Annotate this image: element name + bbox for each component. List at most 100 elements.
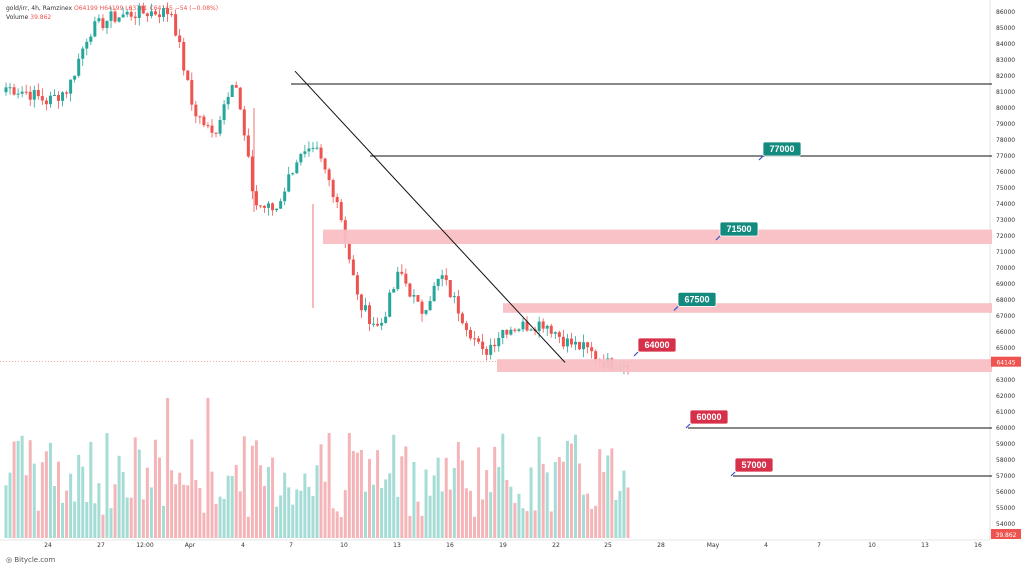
volume-value: 39.862 [30,14,52,21]
candle-body [327,169,331,181]
candle-body [178,35,182,43]
candle-body [420,301,424,314]
volume-bar [8,472,12,538]
candle-body [291,173,295,175]
candle-body [121,14,125,18]
price-tick-label: 61000 [996,409,1015,416]
price-tick-label: 68000 [996,297,1015,304]
volume-bar [198,488,202,538]
volume-bar [384,479,388,538]
candle-body [311,147,315,149]
volume-bar [218,496,222,538]
volume-bar [343,490,347,538]
volume-bar [460,460,464,538]
volume-bar [565,440,569,538]
price-tick-label: 55000 [996,505,1015,512]
volume-bar [69,473,73,538]
volume-bar [392,434,396,538]
volume-bar [40,462,44,538]
price-tick-label: 75000 [996,185,1015,192]
volume-bar [283,472,287,538]
price-tick-label: 83000 [996,57,1015,64]
price-tick-label: 82000 [996,73,1015,80]
candle-body [242,109,246,136]
volume-bar [420,515,424,538]
candle-body [545,325,549,329]
candle-body [133,16,137,18]
label-pointer [715,235,721,241]
candle-body [52,95,56,97]
volume-bar [412,462,416,538]
time-tick-label: 16 [446,542,454,549]
candle-body [351,259,355,276]
chart-legend: gold/irr, 4h, Ramzinex O64199 H64199 L63… [6,4,218,22]
last-volume-tag [991,529,1021,539]
volume-bar [28,440,32,538]
volume-bar [432,475,436,538]
candle-body [590,347,594,352]
candle-body [424,310,428,314]
candle-body [331,180,335,198]
volume-bar [569,443,573,538]
volume-bar [578,463,582,538]
volume-bar [440,491,444,538]
candle-body [372,323,376,325]
volume-bar [295,489,299,538]
last-price-tag [991,356,1021,367]
volume-bar [505,479,509,538]
candle-body [267,203,271,208]
volume-bar [275,506,279,538]
volume-bar [174,484,178,538]
candle-body [460,313,464,324]
time-tick-label: May [707,542,720,549]
volume-bar [202,512,206,538]
candle-body [48,95,52,105]
price-tick-label: 58000 [996,457,1015,464]
price-tick-label: 77000 [996,153,1015,160]
price-tick-label: 86000 [996,9,1015,16]
candle-body [198,116,202,118]
volume-bar [137,449,141,538]
candle-body [210,125,214,133]
level-label-text: 57000 [741,460,766,470]
level-label-text: 60000 [696,412,721,422]
volume-bar [262,485,266,538]
volume-bar [481,499,485,538]
candle-body [65,92,69,94]
time-tick-label: 25 [604,542,612,549]
volume-bar [61,502,65,538]
volume-bar [44,451,48,538]
volume-bar [303,473,307,538]
volume-bar [473,516,477,538]
candle-body [428,301,432,311]
volume-bar [81,466,85,538]
time-tick-label: 7 [289,542,293,549]
candle-body [170,14,174,16]
candle-body [101,18,105,29]
candle-body [250,156,254,192]
candle-body [521,321,525,330]
volume-bar [541,463,545,538]
price-tick-label: 63000 [996,377,1015,384]
candle-body [44,100,48,105]
candle-body [368,305,372,324]
candle-body [355,275,359,295]
volume-bar [230,476,234,538]
volume-bar [141,499,145,538]
level-label-bg [762,141,802,157]
price-tick-label: 59000 [996,441,1015,448]
time-tick-label: 7 [817,542,821,549]
volume-bar [12,441,16,538]
time-tick-label: 27 [97,542,105,549]
candle-body [287,174,291,192]
volume-bar [109,508,113,538]
time-tick-label: 13 [921,542,929,549]
volume-bar [323,481,327,538]
volume-bar [545,472,549,538]
volume-bar [477,447,481,538]
candle-body [501,329,505,338]
candle-body [222,104,226,120]
candle-body [4,87,8,93]
candle-body [477,338,481,342]
